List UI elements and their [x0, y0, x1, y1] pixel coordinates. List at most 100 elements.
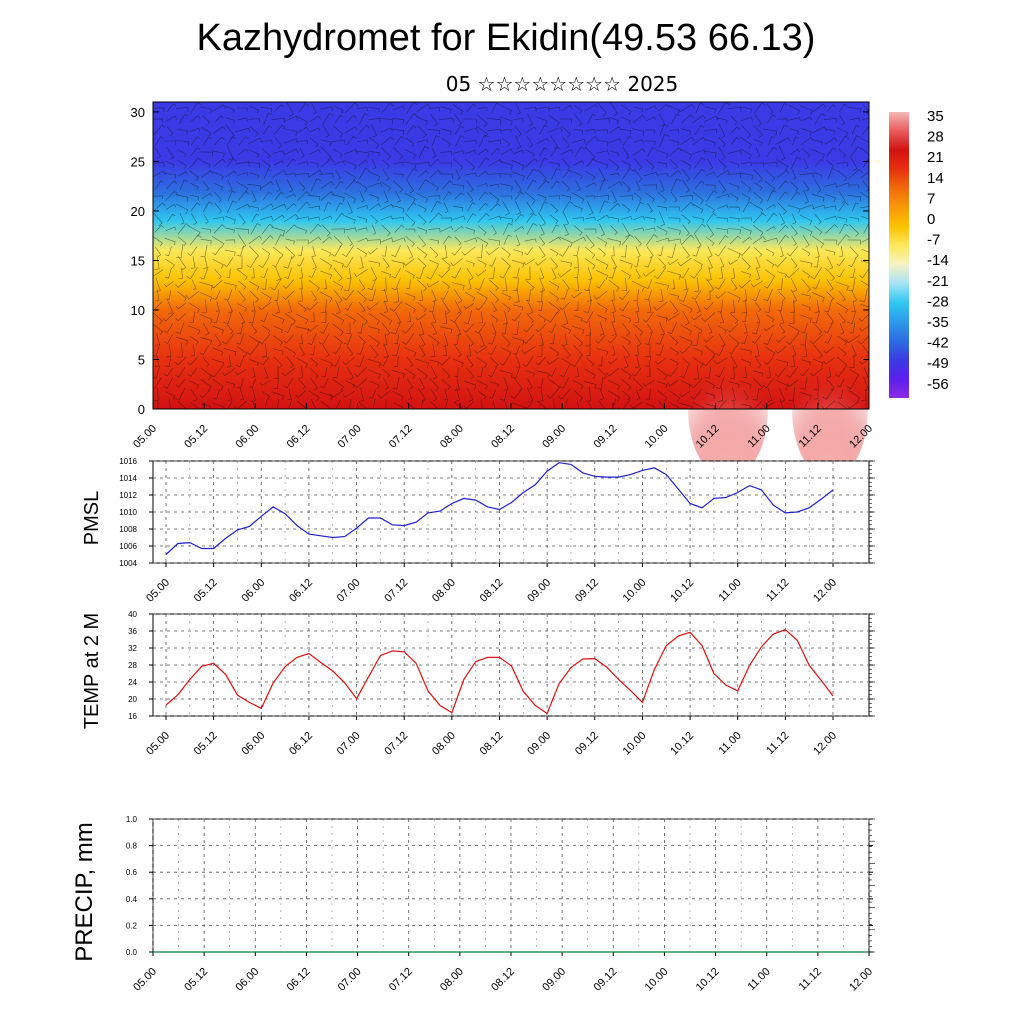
wind-barb: [260, 181, 274, 189]
wind-barb: [169, 398, 171, 409]
wind-barb: [263, 168, 272, 179]
y-tick-label: 40: [128, 610, 137, 619]
wind-barb: [573, 315, 583, 322]
wind-barb: [465, 149, 477, 154]
wind-barb: [802, 234, 810, 248]
wind-barb: [308, 390, 320, 401]
wind-barb: [237, 255, 243, 269]
wind-barb: [862, 104, 869, 115]
wind-barb: [179, 113, 189, 124]
wind-barb: [741, 193, 751, 202]
wind-barb: [814, 256, 819, 268]
wind-barb: [701, 312, 716, 323]
wind-barb: [499, 183, 513, 191]
wind-barb: [223, 348, 237, 357]
wind-barb: [368, 171, 381, 181]
wind-barb: [299, 334, 303, 345]
wind-barb: [263, 125, 272, 135]
wind-barb: [707, 256, 713, 270]
wind-barb: [474, 346, 488, 354]
wind-barb: [835, 281, 849, 292]
wind-barb: [225, 106, 235, 113]
wind-barb: [755, 267, 761, 281]
wind-barb: [865, 400, 867, 409]
wind-barb: [322, 236, 332, 244]
wind-barb: [812, 103, 827, 113]
wind-barb: [248, 161, 261, 168]
wind-barb: [381, 224, 391, 237]
wind-barb: [287, 388, 292, 401]
wind-barb: [716, 228, 729, 234]
wind-barb: [851, 202, 859, 212]
wind-barb: [407, 245, 414, 259]
wind-barb: [752, 162, 764, 167]
wind-barb: [764, 169, 776, 182]
wind-barb: [406, 138, 415, 147]
wind-barb: [659, 134, 670, 148]
heatmap-fill: [153, 102, 869, 409]
wind-barb: [622, 203, 631, 213]
wind-barb: [515, 200, 521, 215]
wind-barb: [203, 136, 212, 146]
wind-barb: [539, 277, 545, 293]
wind-barb: [381, 245, 387, 257]
wind-barb: [515, 235, 521, 247]
wind-barb: [683, 278, 688, 291]
wind-barb: [319, 322, 329, 334]
wind-barb: [476, 236, 489, 248]
wind-barb: [381, 271, 392, 279]
wind-barb: [392, 128, 405, 135]
wind-barb: [370, 214, 379, 224]
wind-barb: [419, 289, 424, 301]
wind-barb: [729, 235, 741, 245]
wind-barb: [321, 366, 328, 378]
wind-barb: [610, 289, 615, 301]
wind-barb: [467, 202, 476, 212]
wind-barb: [466, 103, 477, 113]
wind-barb: [837, 401, 847, 409]
wind-barb: [166, 343, 172, 358]
wind-barb: [442, 244, 448, 259]
wind-barb: [478, 157, 490, 169]
wind-barb: [175, 313, 187, 322]
wind-barb: [368, 136, 380, 149]
wind-barb: [812, 235, 825, 249]
wind-barb: [274, 104, 284, 112]
wind-barb: [669, 139, 680, 146]
colorbar-label: 14: [927, 170, 944, 187]
wind-barb: [214, 269, 222, 280]
wind-barb: [658, 399, 666, 409]
wind-barb: [190, 202, 201, 212]
y-tick-label: 0.0: [126, 948, 138, 957]
wind-barb: [404, 368, 416, 380]
wind-barb: [583, 381, 597, 389]
wind-barb: [563, 310, 569, 325]
wind-barb: [210, 279, 223, 289]
wind-barb: [755, 312, 761, 324]
wind-barb: [211, 236, 225, 248]
wind-barb: [811, 193, 825, 203]
wind-barb: [392, 376, 400, 390]
wind-barb: [264, 398, 268, 409]
y-tick-label: 15: [131, 253, 145, 268]
wind-barb: [714, 278, 726, 290]
wind-barb: [667, 270, 681, 280]
wind-barb: [513, 225, 524, 232]
wind-barb: [416, 103, 431, 113]
wind-barb: [835, 182, 850, 188]
wind-barb: [716, 193, 730, 199]
x-tick-label: 11.00: [716, 730, 743, 757]
wind-barb: [538, 387, 544, 402]
wind-barb: [609, 150, 619, 157]
wind-barb: [644, 279, 653, 289]
wind-barb: [226, 136, 237, 146]
line-panels: 05.00 05.12 06.00 06.12 07.00 07.12 08.00 08.12…: [71, 457, 875, 994]
wind-barb: [260, 356, 270, 366]
wind-barb: [153, 195, 163, 200]
wind-barb: [383, 300, 389, 313]
wind-barb: [668, 147, 683, 157]
wind-barb: [475, 301, 486, 311]
wind-barb: [428, 300, 436, 313]
wind-barb: [738, 246, 751, 256]
